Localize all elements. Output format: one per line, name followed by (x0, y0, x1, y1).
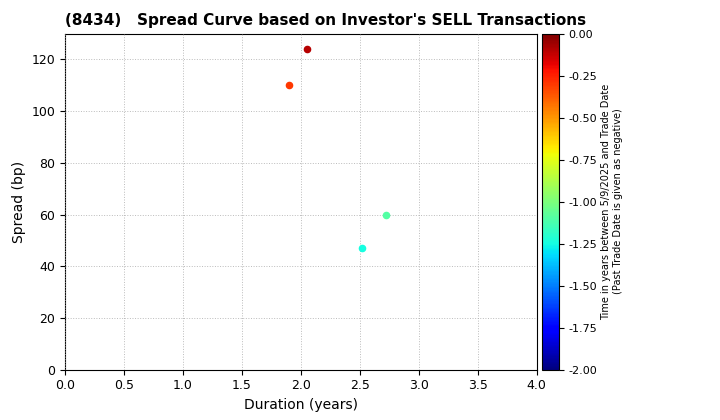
Y-axis label: Time in years between 5/9/2025 and Trade Date
(Past Trade Date is given as negat: Time in years between 5/9/2025 and Trade… (601, 84, 623, 320)
Point (380, 211, 392, 218)
Text: (8434)   Spread Curve based on Investor's SELL Transactions: (8434) Spread Curve based on Investor's … (65, 13, 586, 28)
Point (301, 46, 312, 52)
Point (283, 82, 294, 89)
Y-axis label: Spread (bp): Spread (bp) (12, 160, 26, 243)
X-axis label: Duration (years): Duration (years) (244, 398, 358, 412)
Point (356, 245, 368, 252)
